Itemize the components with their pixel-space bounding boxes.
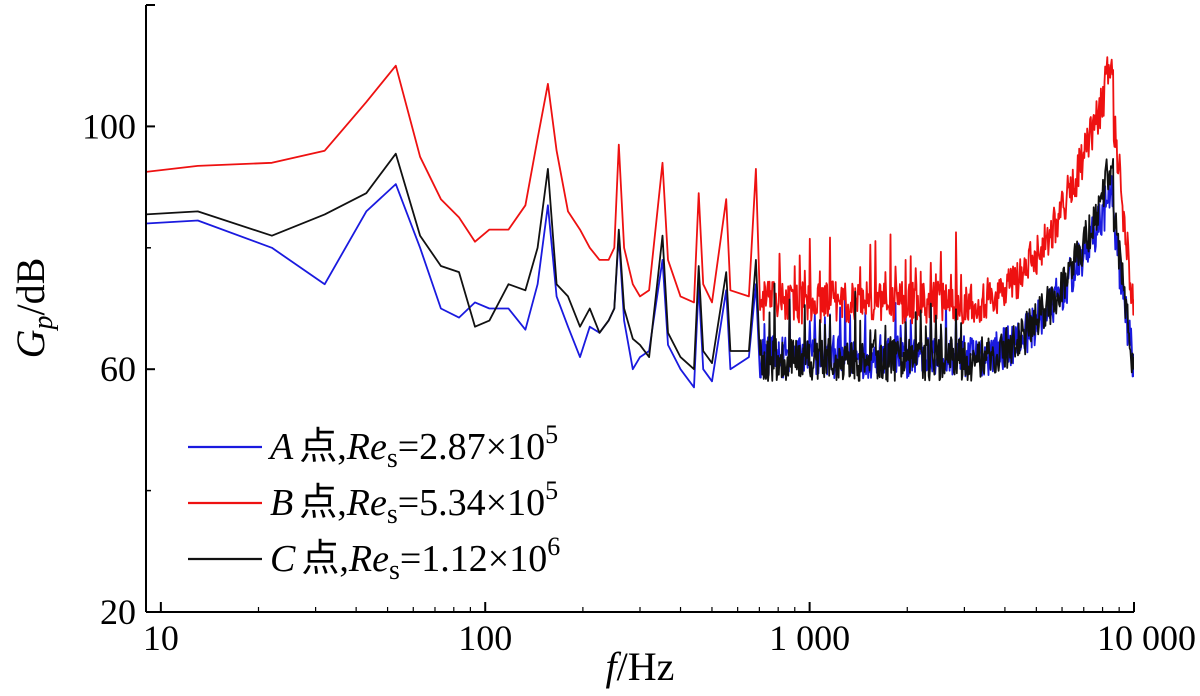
legend-item-c: C 点,Res=1.12×106: [188, 532, 560, 586]
axis-labels: f/Hz Gp/dB: [8, 258, 674, 689]
x-axis-label: f/Hz: [606, 644, 675, 689]
series-line-b: [146, 56, 1134, 325]
legend-label: C 点,Res=1.12×106: [270, 532, 560, 586]
y-axis-label: Gp/dB: [8, 258, 59, 359]
legend-item-b: B 点,Res=5.34×105: [188, 476, 558, 530]
x-tick-label: 100: [458, 618, 512, 658]
x-tick-label: 10 000: [1097, 618, 1196, 658]
series-line-c: [146, 152, 1134, 383]
y-tick-label: 60: [100, 349, 136, 389]
y-tick-label: 100: [82, 106, 136, 146]
series-layer: [146, 56, 1134, 389]
legend-label: B 点,Res=5.34×105: [270, 476, 558, 530]
y-tick-label: 20: [100, 592, 136, 632]
legend-label: A 点,Res=2.87×105: [267, 420, 558, 474]
series-line-a: [146, 174, 1134, 389]
legend-item-a: A 点,Res=2.87×105: [188, 420, 558, 474]
axes: 20 60 100 10 100 1 000 10 000: [82, 4, 1196, 658]
x-tick-label: 10: [143, 618, 179, 658]
x-tick-label: 1 000: [769, 618, 850, 658]
